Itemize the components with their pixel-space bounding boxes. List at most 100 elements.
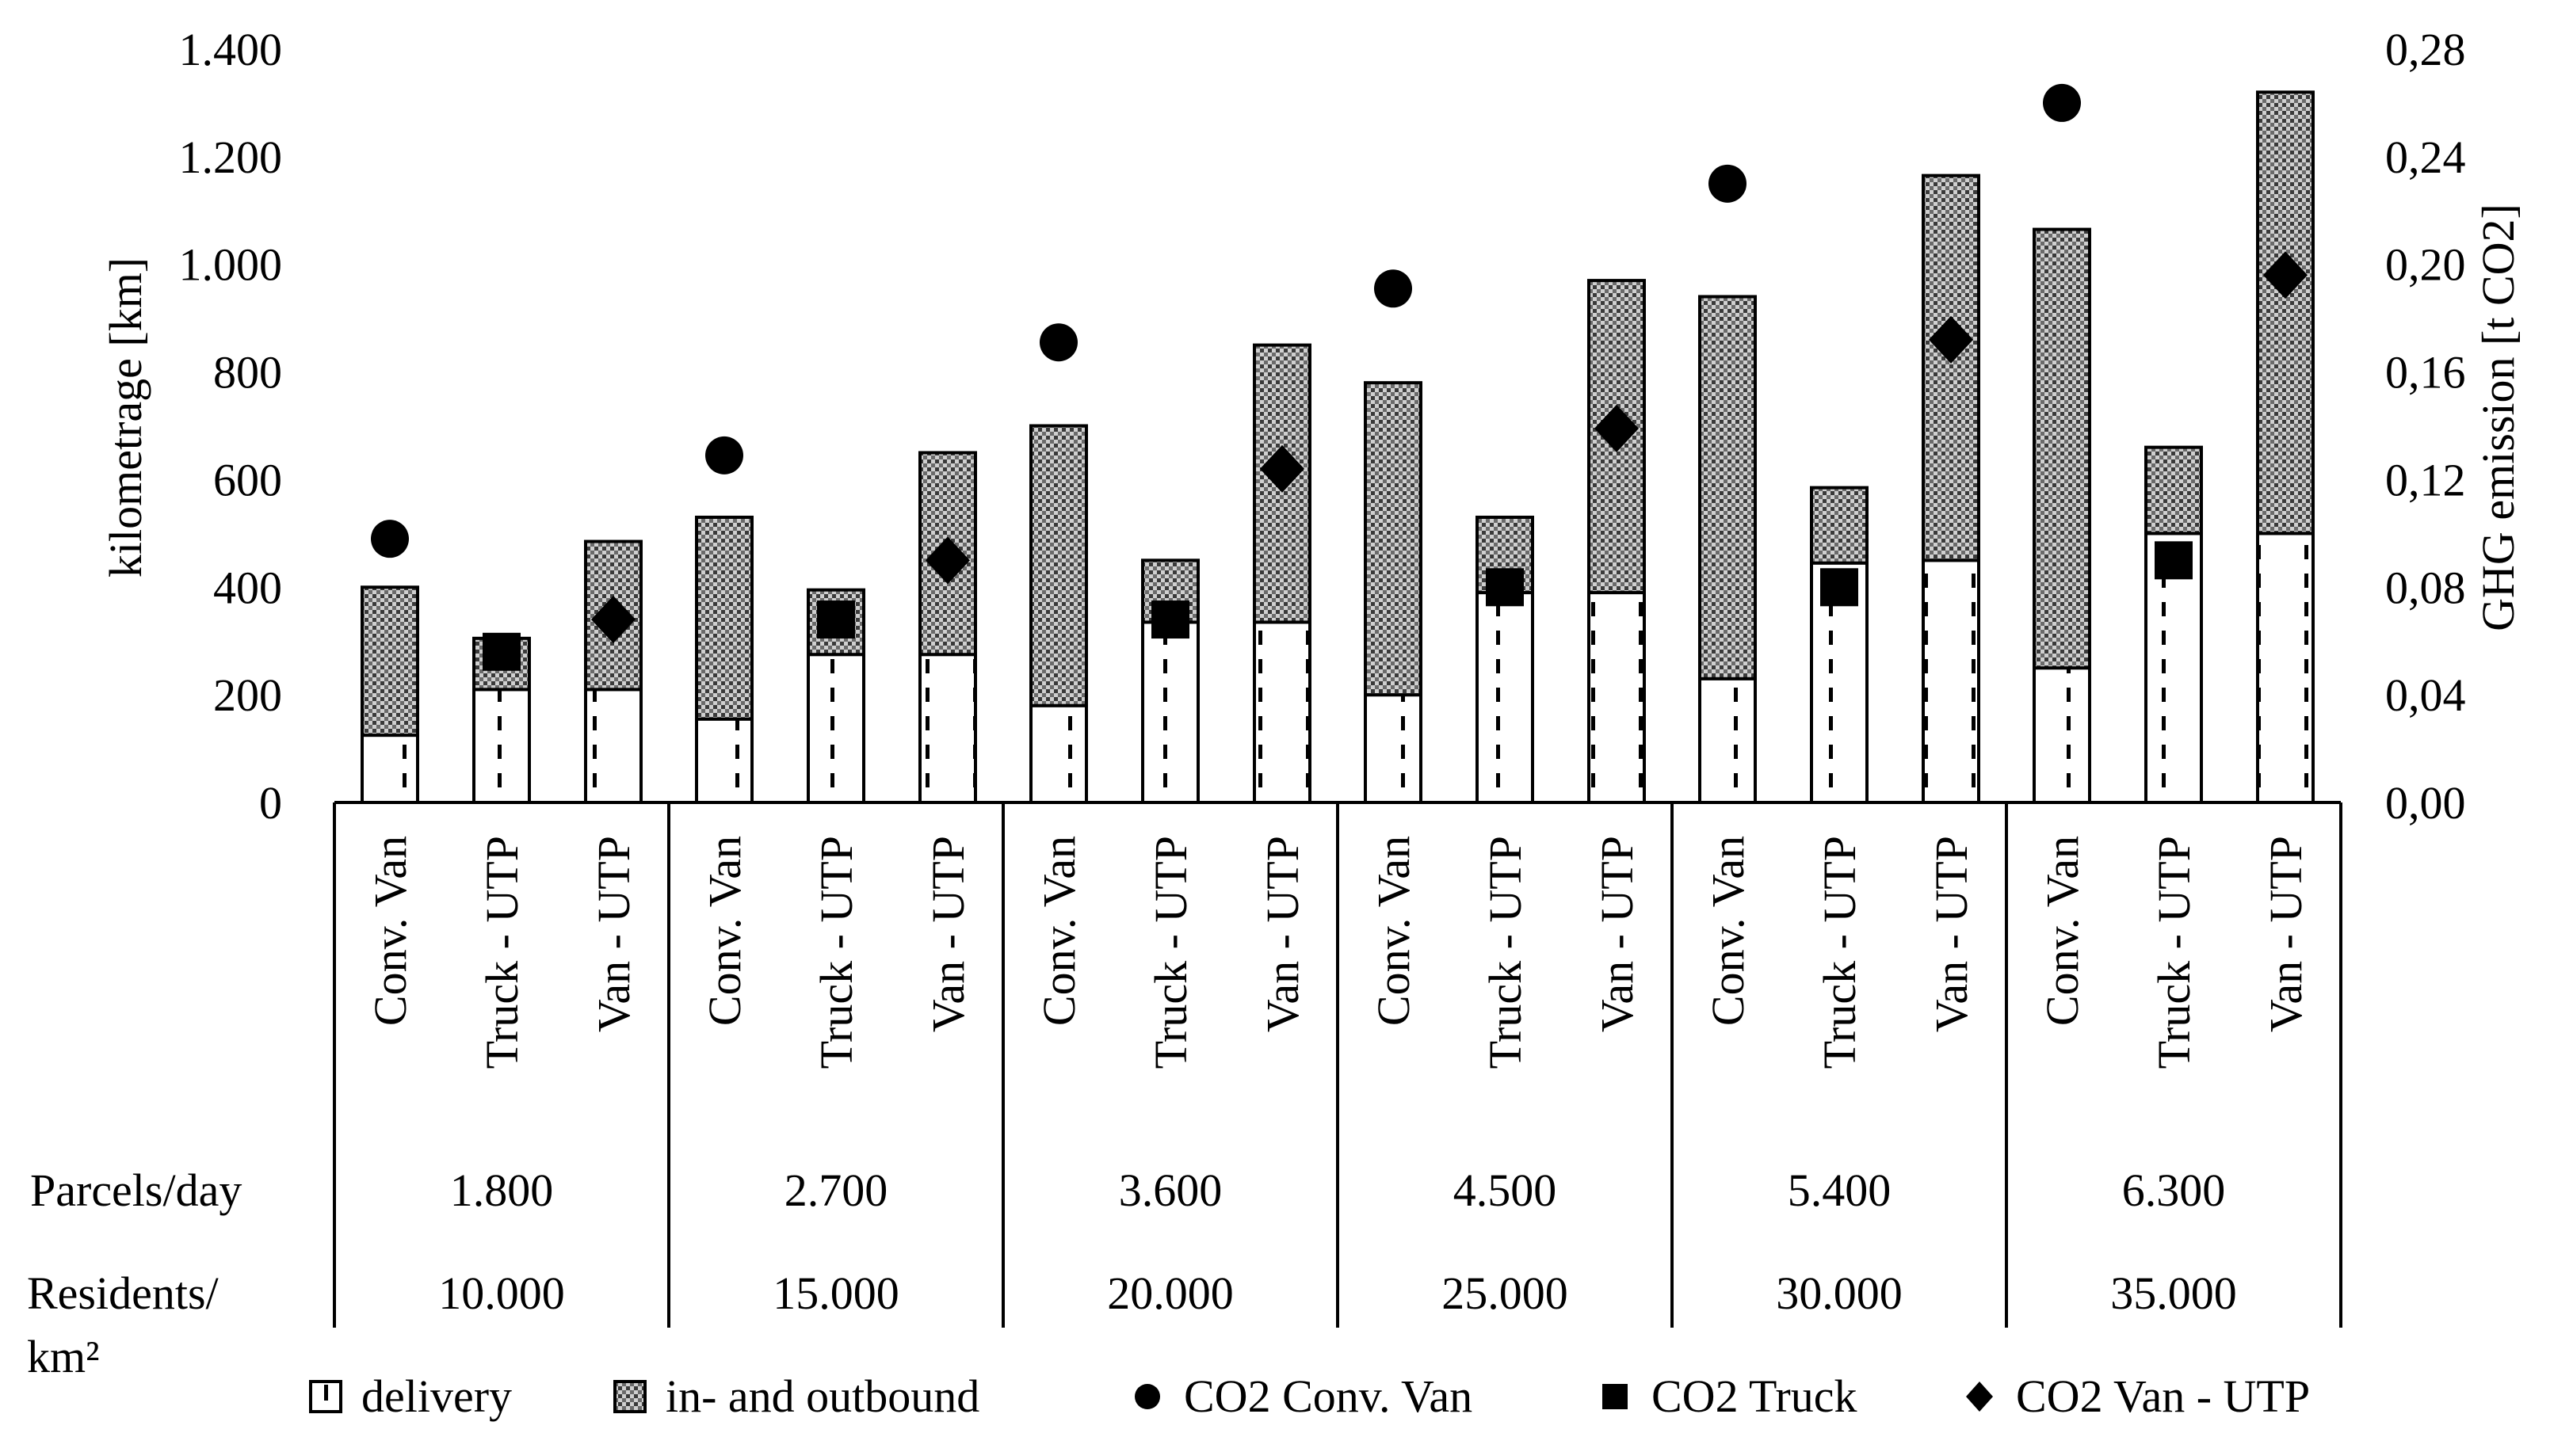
marker-co2-truck (817, 600, 855, 639)
co2-markers (371, 83, 2308, 671)
bar-delivery (918, 653, 977, 804)
marker-co2-truck (1486, 568, 1524, 607)
residents-value: 30.000 (1776, 1267, 1903, 1319)
marker-co2-conv-van (371, 520, 409, 558)
marker-co2-truck (1820, 568, 1858, 607)
legend: delivery in- and outbound CO2 Conv. Van CO2… (309, 1370, 2310, 1422)
legend-marker-co2-truck (1602, 1384, 1628, 1409)
bar-inbound-outbound (2144, 445, 2203, 536)
parcels-value: 1.800 (450, 1164, 554, 1216)
marker-co2-truck (1151, 600, 1189, 639)
parcels-value: 2.700 (784, 1164, 888, 1216)
legend-label: CO2 Truck (1651, 1370, 1857, 1422)
right-tick-label: 0,16 (2385, 347, 2466, 398)
left-axis-title: kilometrage [km] (100, 257, 151, 577)
bar-delivery (807, 653, 865, 804)
right-tick-label: 0,24 (2385, 131, 2466, 183)
category-label: Truck - UTP (1814, 836, 1865, 1069)
marker-co2-van-utp (1929, 315, 1973, 364)
bar-delivery (1029, 703, 1088, 805)
left-axis: 0 200 400 600 800 1.000 1.200 1.400 (179, 24, 283, 829)
residents-row-label-line2: km² (27, 1331, 100, 1382)
legend-label: CO2 Conv. Van (1184, 1370, 1472, 1422)
left-tick-label: 1.000 (179, 239, 283, 291)
category-label: Van - UTP (922, 836, 974, 1032)
bar-inbound-outbound (361, 585, 419, 738)
left-tick-label: 1.400 (179, 24, 283, 75)
plot-structure (333, 801, 2342, 1328)
marker-co2-conv-van (705, 436, 743, 475)
bar-inbound-outbound (2033, 227, 2091, 670)
bar-inbound-outbound (918, 451, 977, 657)
right-tick-label: 0,12 (2385, 454, 2466, 505)
bar-delivery (695, 717, 754, 804)
bar-delivery (1922, 558, 1980, 804)
right-tick-label: 0,08 (2385, 562, 2466, 613)
bar-delivery (1253, 620, 1311, 804)
category-label: Conv. Van (1702, 836, 1754, 1026)
marker-co2-truck (483, 632, 521, 671)
bar-delivery (1475, 591, 1534, 804)
residents-value: 15.000 (773, 1267, 899, 1319)
left-tick-label: 600 (213, 454, 282, 505)
residents-value: 35.000 (2110, 1267, 2237, 1319)
bar-delivery (1698, 677, 1757, 804)
residents-value: 25.000 (1441, 1267, 1568, 1319)
bar-delivery (472, 688, 531, 804)
marker-co2-conv-van (2043, 83, 2081, 122)
category-axis: Conv. Van Truck - UTP Van - UTP 1.800 10.000… (365, 836, 2312, 1319)
bar-inbound-outbound (1922, 173, 1980, 562)
bar-delivery (1587, 591, 1646, 804)
left-tick-label: 400 (213, 562, 282, 613)
legend-label: delivery (361, 1370, 512, 1422)
marker-co2-van-utp (2263, 251, 2308, 299)
parcels-value: 5.400 (1788, 1164, 1892, 1216)
right-axis: 0,00 0,04 0,08 0,12 0,16 0,20 0,24 0,28 (2385, 24, 2466, 829)
category-label: Truck - UTP (1145, 836, 1197, 1069)
parcels-row-label: Parcels/day (30, 1164, 242, 1216)
category-label: Truck - UTP (476, 836, 528, 1069)
marker-co2-van-utp (926, 536, 970, 585)
marker-co2-conv-van (1040, 323, 1078, 362)
parcels-value: 4.500 (1453, 1164, 1557, 1216)
marker-co2-van-utp (1260, 444, 1304, 493)
left-tick-label: 200 (213, 669, 282, 721)
bar-inbound-outbound (1029, 424, 1088, 707)
bar-inbound-outbound (1810, 486, 1869, 565)
marker-co2-van-utp (1594, 404, 1639, 452)
right-tick-label: 0,28 (2385, 24, 2466, 75)
residents-value: 20.000 (1107, 1267, 1234, 1319)
bar-delivery (2033, 666, 2091, 805)
left-tick-label: 0 (259, 777, 282, 829)
parcels-value: 6.300 (2122, 1164, 2226, 1216)
bar-delivery (584, 688, 643, 804)
left-tick-label: 1.200 (179, 131, 283, 183)
right-tick-label: 0,00 (2385, 777, 2466, 829)
marker-co2-van-utp (591, 596, 636, 644)
bar-inbound-outbound (1698, 295, 1757, 680)
left-tick-label: 800 (213, 347, 282, 398)
right-axis-title: GHG emission [t CO2] (2472, 204, 2524, 631)
category-label: Van - UTP (2260, 836, 2312, 1032)
bar-delivery (2256, 532, 2315, 804)
category-label: Truck - UTP (2148, 836, 2200, 1069)
category-label: Van - UTP (1926, 836, 1977, 1032)
legend-label: in- and outbound (666, 1370, 979, 1422)
bar-inbound-outbound (2256, 90, 2315, 536)
parcels-value: 3.600 (1119, 1164, 1223, 1216)
category-label: Conv. Van (1368, 836, 1419, 1026)
bar-inbound-outbound (1364, 381, 1422, 697)
marker-co2-conv-van (1708, 164, 1747, 203)
legend-marker-co2-van-utp (1966, 1382, 1993, 1412)
residents-value: 10.000 (438, 1267, 565, 1319)
category-label: Van - UTP (1591, 836, 1643, 1032)
category-label: Van - UTP (1257, 836, 1308, 1032)
category-label: Conv. Van (699, 836, 750, 1026)
category-label: Truck - UTP (1479, 836, 1531, 1069)
right-tick-label: 0,20 (2385, 239, 2466, 291)
legend-label: CO2 Van - UTP (2016, 1370, 2310, 1422)
category-label: Conv. Van (1033, 836, 1085, 1026)
bars (361, 90, 2315, 805)
bar-inbound-outbound (695, 515, 754, 721)
right-tick-label: 0,04 (2385, 669, 2466, 721)
